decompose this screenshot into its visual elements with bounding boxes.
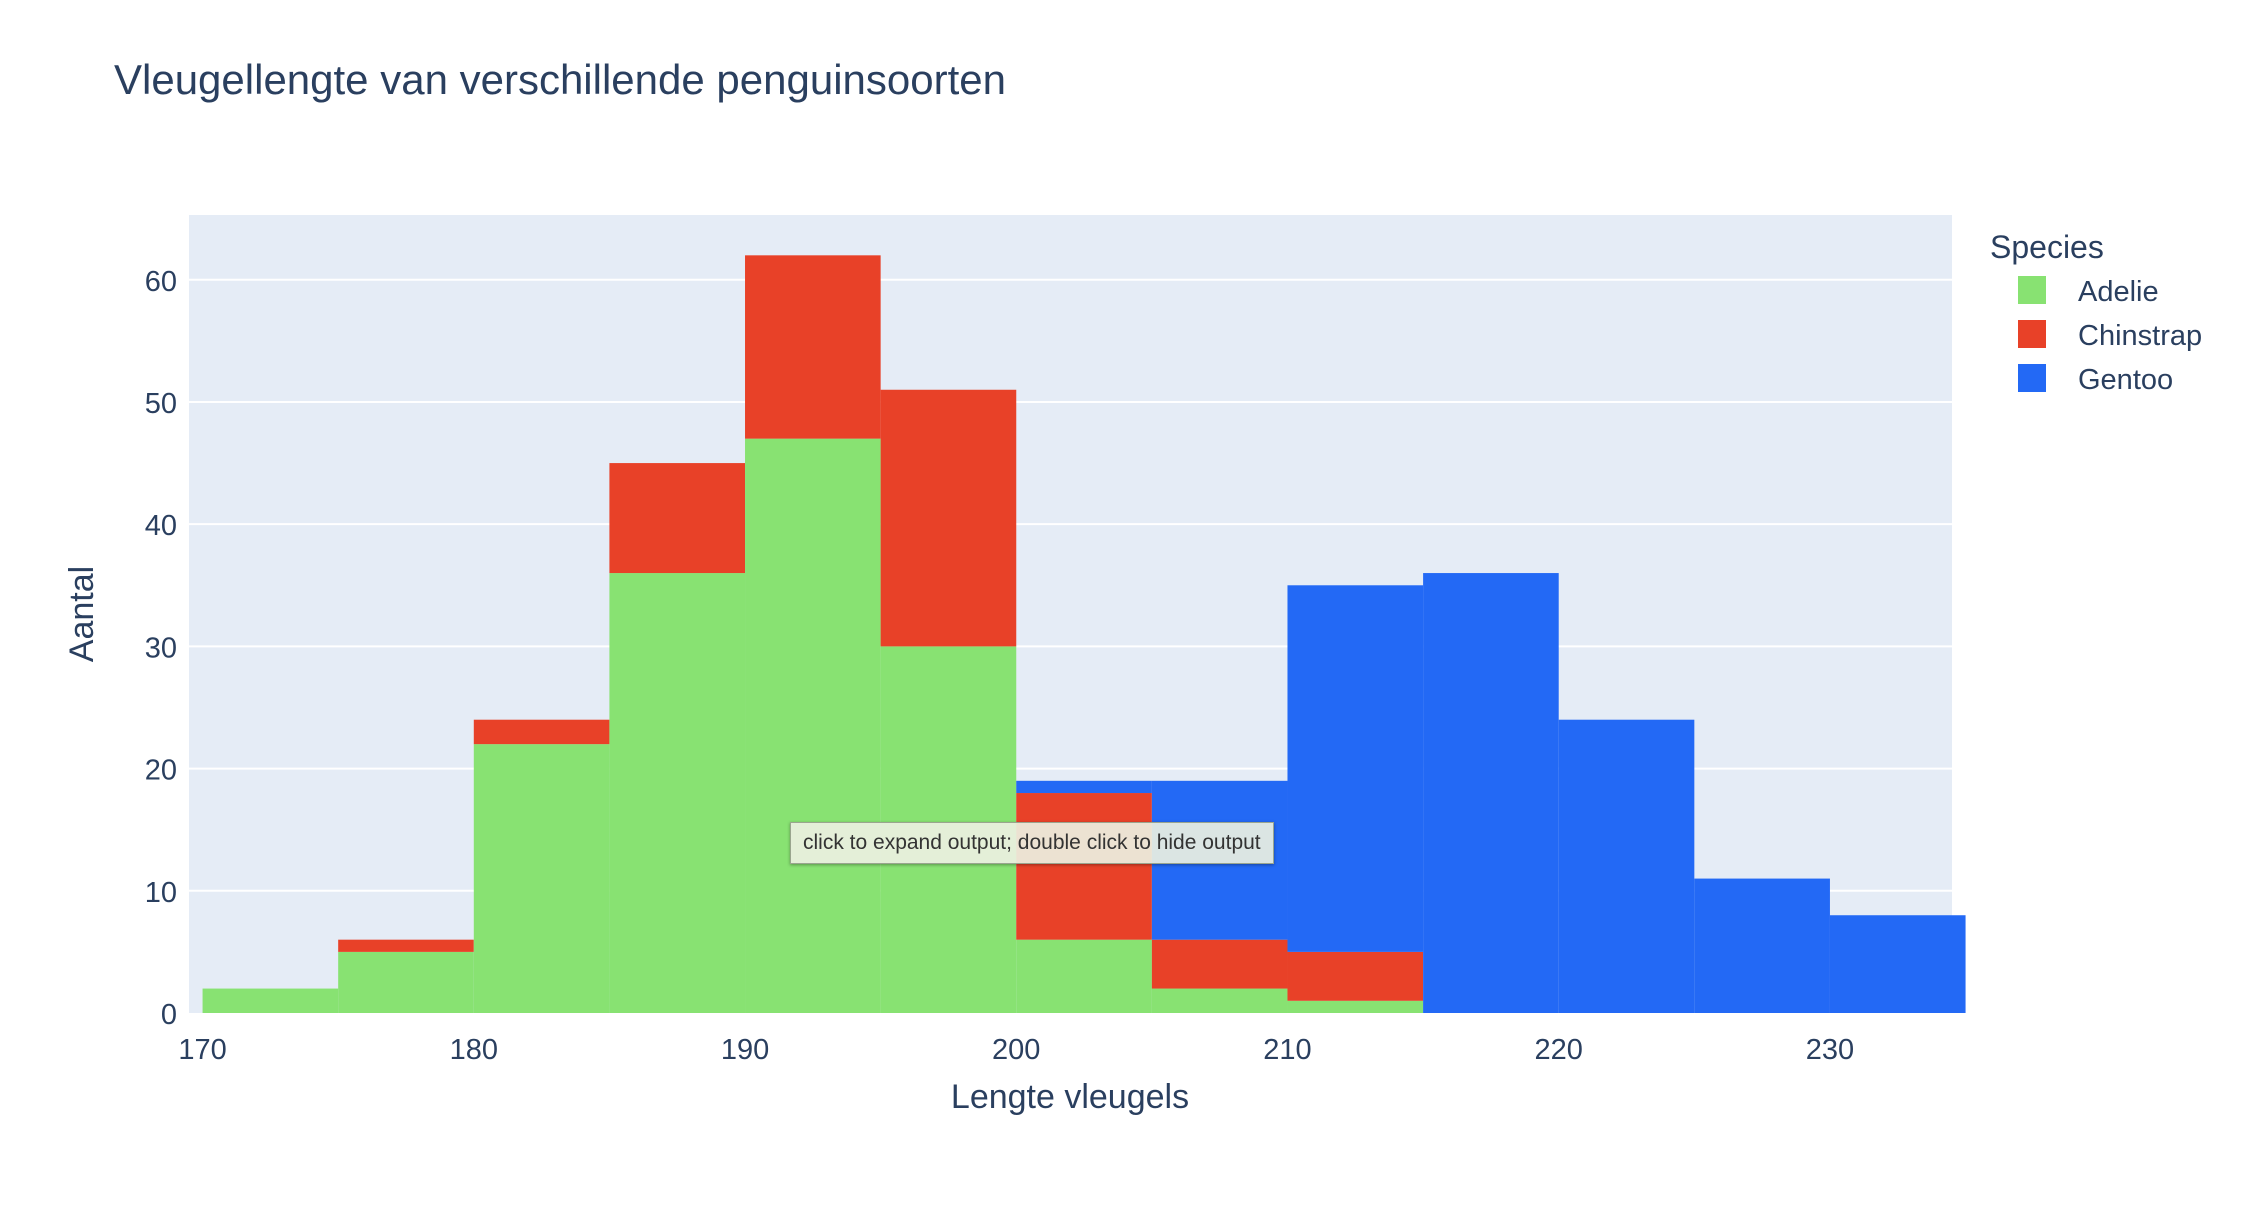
legend-label-gentoo: Gentoo	[2078, 364, 2173, 396]
x-tick-label: 230	[1806, 1034, 1854, 1066]
bar-gentoo	[1016, 781, 1152, 793]
bar-adelie	[1287, 1001, 1423, 1013]
bar-chinstrap	[338, 940, 474, 952]
legend-swatch-adelie	[2018, 276, 2046, 304]
legend[interactable]: Species Adelie Chinstrap Gentoo	[1990, 229, 2202, 396]
bar-gentoo	[1694, 879, 1830, 1013]
x-tick-label: 200	[992, 1034, 1040, 1066]
legend-swatch-chinstrap	[2018, 320, 2046, 348]
bar-chinstrap	[881, 390, 1017, 647]
x-tick-label: 180	[450, 1034, 498, 1066]
legend-title: Species	[1990, 229, 2104, 265]
legend-label-chinstrap: Chinstrap	[2078, 320, 2202, 352]
x-tick-label: 220	[1535, 1034, 1583, 1066]
y-tick-label: 60	[145, 266, 177, 298]
bar-adelie	[203, 989, 339, 1013]
bar-adelie	[1016, 940, 1152, 1013]
y-tick-label: 50	[145, 388, 177, 420]
x-axis-title: Lengte vleugels	[951, 1078, 1189, 1116]
legend-label-adelie: Adelie	[2078, 276, 2159, 308]
bar-gentoo	[1287, 585, 1423, 952]
bar-chinstrap	[745, 255, 881, 438]
bar-gentoo	[1559, 720, 1695, 1013]
bar-chinstrap	[609, 463, 745, 573]
bar-chinstrap	[474, 720, 610, 744]
chart-title: Vleugellengte van verschillende penguins…	[114, 56, 1006, 104]
x-tick-label: 170	[178, 1034, 226, 1066]
bar-adelie	[1152, 989, 1288, 1013]
bar-adelie	[609, 573, 745, 1013]
y-tick-label: 10	[145, 877, 177, 909]
bar-gentoo	[1423, 573, 1559, 1013]
bar-adelie	[474, 744, 610, 1013]
x-tick-label: 210	[1263, 1034, 1311, 1066]
bar-gentoo	[1830, 915, 1966, 1013]
bar-chinstrap	[1152, 940, 1288, 989]
y-tick-label: 0	[161, 999, 177, 1031]
y-tick-label: 40	[145, 510, 177, 542]
legend-swatch-gentoo	[2018, 364, 2046, 392]
expand-output-tooltip: click to expand output; double click to …	[790, 822, 1274, 864]
x-tick-label: 190	[721, 1034, 769, 1066]
y-tick-label: 30	[145, 632, 177, 664]
bar-chinstrap	[1016, 793, 1152, 940]
y-axis-title: Aantal	[63, 566, 101, 662]
bar-adelie	[745, 439, 881, 1013]
y-tick-label: 20	[145, 755, 177, 787]
bar-adelie	[338, 952, 474, 1013]
bar-chinstrap	[1287, 952, 1423, 1001]
